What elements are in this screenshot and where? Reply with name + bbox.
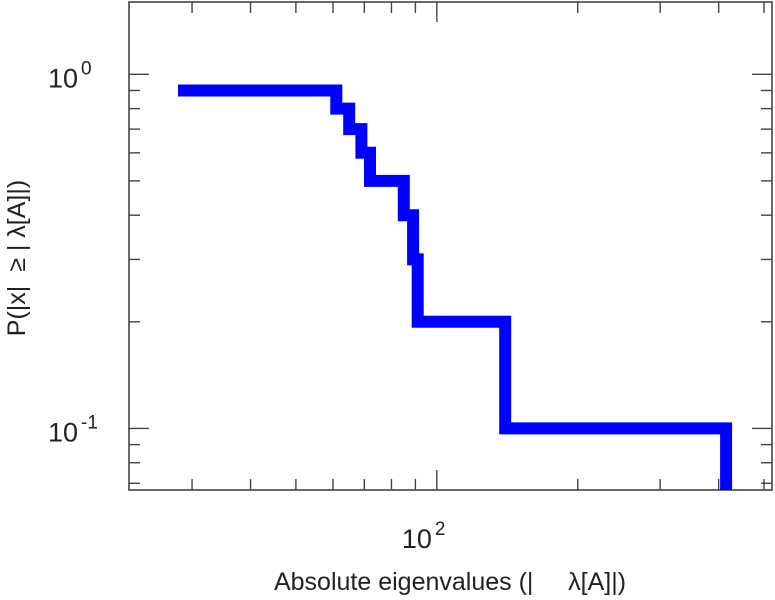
x-tick-label: 10 2 — [402, 519, 446, 554]
plot-frame — [128, 1, 773, 491]
y-tick-label: 10 -1 — [48, 412, 98, 447]
series-line — [178, 84, 733, 490]
axis-ticks — [129, 2, 772, 490]
tick-labels: 10 0 10 -1 10 2 — [48, 58, 445, 554]
y-axis-title: P(|x| ≥ | λ[A]|) — [3, 180, 31, 336]
y-tick-label: 10 0 — [48, 58, 92, 93]
x-axis-title: Absolute eigenvalues (| λ[A]|) — [274, 568, 626, 596]
series-layer — [178, 84, 733, 490]
